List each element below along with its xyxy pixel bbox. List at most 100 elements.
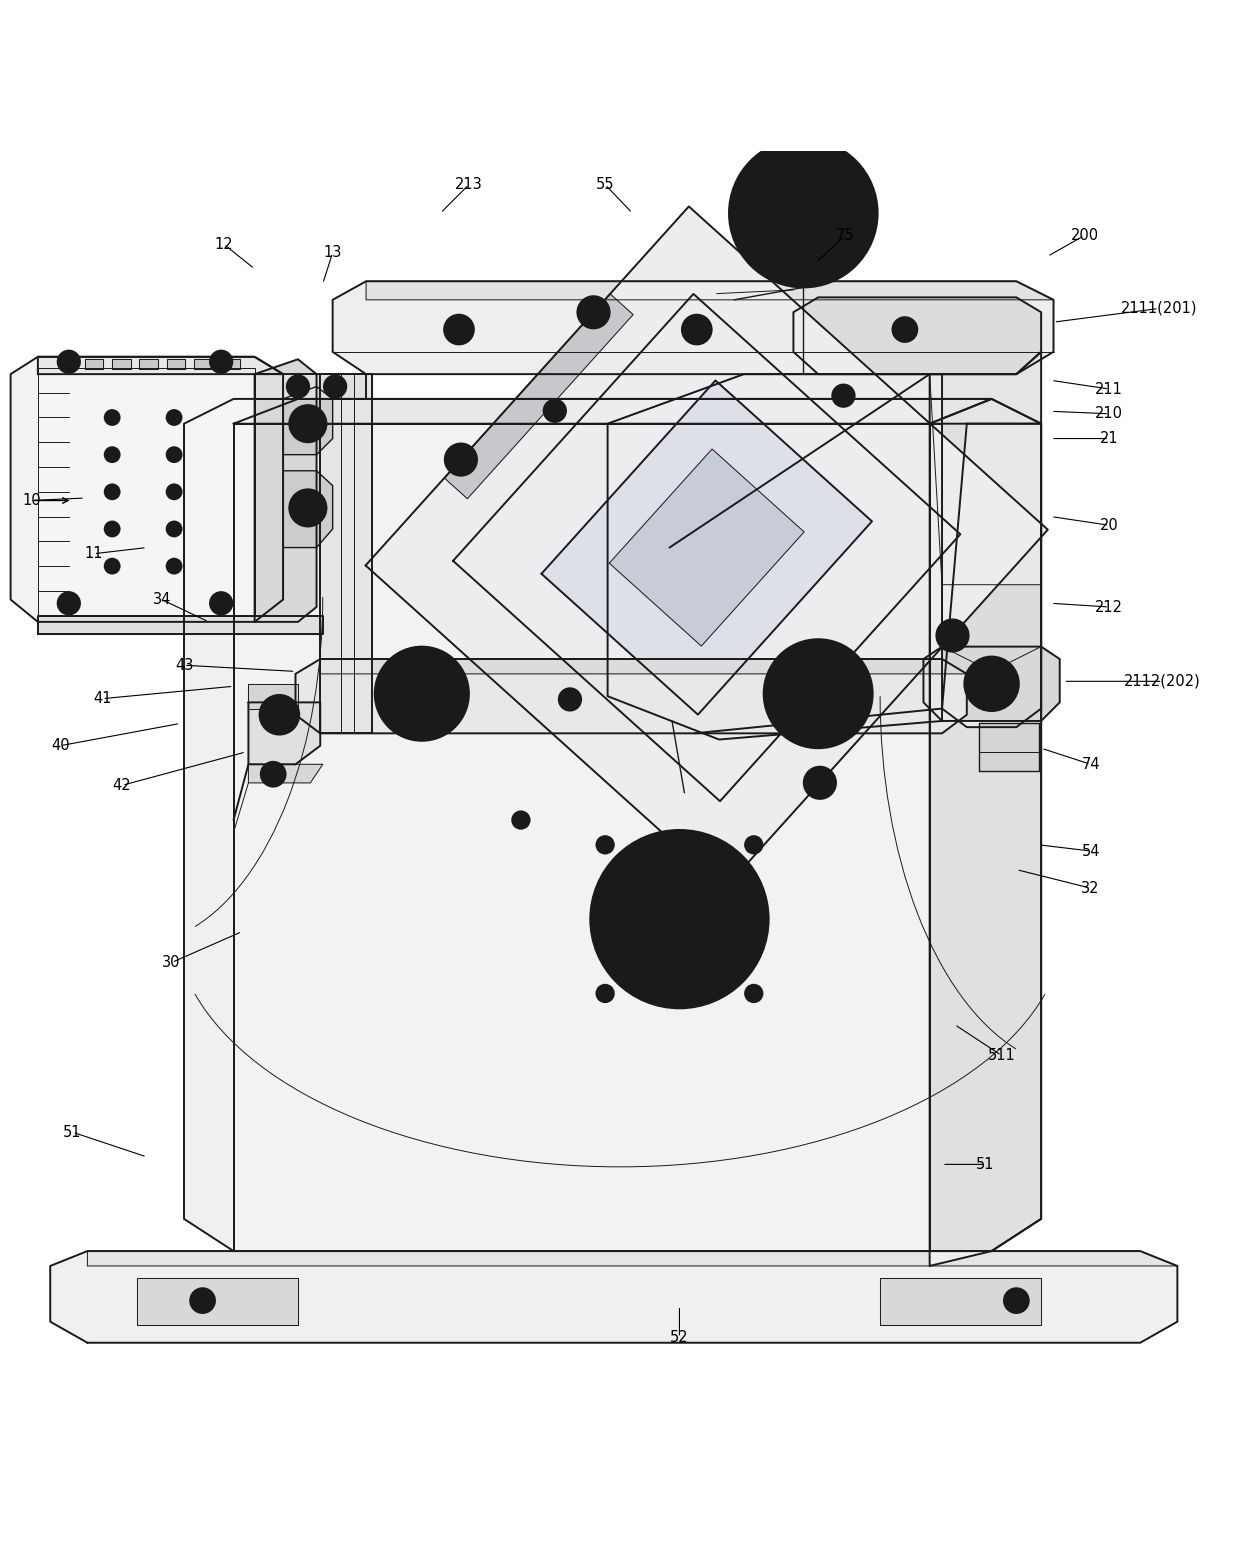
Text: 43: 43 — [175, 658, 193, 673]
Circle shape — [324, 376, 346, 398]
Text: 51: 51 — [976, 1157, 994, 1171]
Polygon shape — [542, 381, 872, 715]
Polygon shape — [233, 399, 992, 424]
Circle shape — [166, 410, 181, 425]
Circle shape — [543, 399, 565, 422]
Circle shape — [289, 405, 326, 442]
Polygon shape — [51, 1251, 1177, 1342]
Circle shape — [210, 351, 232, 373]
Polygon shape — [320, 660, 967, 673]
Text: 41: 41 — [93, 692, 112, 706]
Circle shape — [832, 385, 854, 407]
Circle shape — [444, 314, 474, 345]
Text: 34: 34 — [153, 592, 171, 607]
Polygon shape — [84, 359, 103, 370]
Polygon shape — [444, 294, 634, 499]
Circle shape — [559, 689, 582, 710]
Polygon shape — [193, 359, 212, 370]
Polygon shape — [924, 647, 1060, 721]
Text: 12: 12 — [215, 237, 233, 251]
Polygon shape — [233, 424, 930, 1251]
Circle shape — [58, 592, 79, 615]
Circle shape — [104, 447, 119, 462]
Polygon shape — [366, 282, 1054, 300]
Polygon shape — [283, 387, 332, 455]
Circle shape — [104, 521, 119, 536]
Polygon shape — [608, 374, 942, 740]
Circle shape — [745, 837, 763, 854]
Polygon shape — [295, 660, 967, 734]
Polygon shape — [254, 359, 316, 623]
Polygon shape — [38, 368, 254, 616]
Circle shape — [166, 484, 181, 499]
Circle shape — [682, 314, 712, 345]
Text: 11: 11 — [84, 546, 103, 561]
Text: 213: 213 — [455, 177, 482, 193]
Polygon shape — [11, 358, 283, 623]
Polygon shape — [166, 359, 185, 370]
Circle shape — [104, 559, 119, 573]
Polygon shape — [320, 374, 372, 734]
Circle shape — [667, 906, 692, 931]
Circle shape — [374, 647, 469, 741]
Circle shape — [804, 767, 836, 798]
Circle shape — [781, 191, 826, 236]
Polygon shape — [254, 374, 283, 623]
Text: 20: 20 — [1100, 518, 1118, 533]
Circle shape — [821, 251, 838, 268]
Circle shape — [286, 376, 309, 398]
Polygon shape — [248, 684, 298, 709]
Text: 32: 32 — [1081, 880, 1100, 895]
Polygon shape — [248, 703, 320, 764]
Text: 30: 30 — [162, 955, 181, 969]
Circle shape — [749, 231, 766, 248]
Circle shape — [847, 673, 869, 695]
Circle shape — [445, 444, 477, 476]
Text: 55: 55 — [596, 177, 614, 193]
Polygon shape — [87, 1251, 1177, 1267]
Circle shape — [936, 619, 968, 652]
Circle shape — [965, 656, 1019, 710]
Circle shape — [578, 296, 610, 328]
Polygon shape — [942, 424, 1042, 727]
Polygon shape — [38, 358, 283, 374]
Circle shape — [190, 1288, 215, 1313]
Polygon shape — [248, 764, 322, 783]
Circle shape — [166, 559, 181, 573]
Circle shape — [596, 837, 614, 854]
Circle shape — [756, 166, 851, 260]
Circle shape — [841, 179, 858, 196]
Text: 210: 210 — [1095, 407, 1123, 421]
Text: 212: 212 — [1095, 599, 1123, 615]
Text: 40: 40 — [51, 738, 69, 754]
Circle shape — [166, 521, 181, 536]
Text: 74: 74 — [1081, 757, 1100, 772]
Text: 13: 13 — [324, 245, 342, 260]
Circle shape — [210, 592, 232, 615]
Text: 52: 52 — [670, 1330, 688, 1345]
Circle shape — [781, 656, 856, 730]
Circle shape — [764, 640, 873, 749]
Polygon shape — [139, 359, 157, 370]
Polygon shape — [221, 359, 239, 370]
Circle shape — [977, 669, 1007, 698]
Circle shape — [590, 831, 769, 1008]
Polygon shape — [112, 359, 130, 370]
Circle shape — [166, 447, 181, 462]
Polygon shape — [880, 1279, 1042, 1325]
Circle shape — [104, 484, 119, 499]
Polygon shape — [184, 399, 1042, 1267]
Polygon shape — [794, 297, 1042, 374]
Circle shape — [596, 985, 614, 1002]
Circle shape — [104, 410, 119, 425]
Circle shape — [769, 159, 786, 176]
Text: 2112(202): 2112(202) — [1125, 673, 1200, 689]
Polygon shape — [942, 584, 1042, 672]
Circle shape — [745, 985, 763, 1002]
Polygon shape — [38, 616, 322, 635]
Circle shape — [260, 761, 285, 786]
Circle shape — [801, 676, 836, 710]
Text: 21: 21 — [1100, 431, 1118, 445]
Polygon shape — [136, 1279, 298, 1325]
Polygon shape — [930, 399, 1042, 1251]
